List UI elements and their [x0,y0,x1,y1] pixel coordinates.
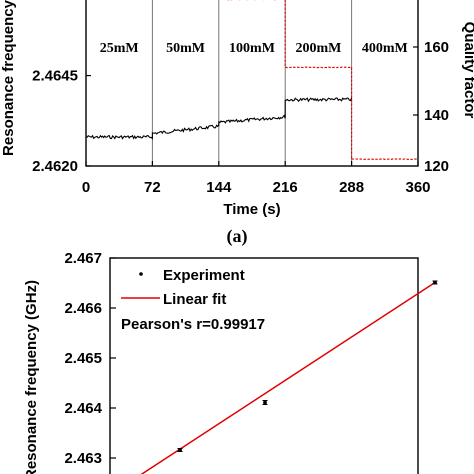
top-y-ticks: 2.4620 2.4645 [32,68,91,175]
linear-fit-line [140,281,436,474]
top-y-right-tick-label-1: 160 [424,39,449,56]
top-x-tick-label-0: 0 [82,179,90,196]
bottom-y-tick-label-4: 2.463 [64,450,102,467]
top-y-tick-label-0: 2.4620 [32,158,78,175]
experiment-point-3 [433,280,437,285]
segment-labels: 25mM 50mM 100mM 200mM 400mM [100,41,408,56]
top-series-1 [222,0,419,161]
segment-label-1: 50mM [166,41,205,56]
bottom-y-tick-label-2: 2.465 [64,350,102,367]
top-y-right-minor-label-0: 120 [424,158,449,175]
experiment-point-2 [263,400,267,405]
top-x-ticks: 0 72 144 216 288 360 [82,161,431,196]
experiment-point-1 [178,448,182,452]
legend-fit-label: Linear fit [163,291,226,308]
segment-label-2: 100mM [229,41,275,56]
top-x-tick-label-2: 144 [206,179,232,196]
top-y-right-tick-label-0: 140 [424,107,449,124]
segment-label-3: 200mM [295,41,341,56]
bottom-y-axis-label: Resonance frequency (GHz) [23,280,40,474]
top-x-tick-label-4: 288 [339,179,364,196]
chart-top: 25mM 50mM 100mM 200mM 400mM 0 72 144 216 288 360 … [0,0,474,247]
segment-dividers [151,0,353,166]
segment-label-0: 25mM [100,41,139,56]
experiment-points [177,280,438,452]
segment-label-4: 400mM [362,41,408,56]
top-x-tick-label-3: 216 [273,179,298,196]
top-caption: (a) [227,226,248,247]
pearson-annotation: Pearson's r=0.99917 [121,316,265,333]
bottom-plot-frame [109,257,419,474]
legend-experiment-marker [139,272,143,276]
top-y-tick-label-1: 2.4645 [32,68,78,85]
bottom-y-tick-label-1: 2.466 [64,300,102,317]
top-plot-frame [85,0,419,167]
top-x-tick-label-5: 360 [405,179,430,196]
bottom-y-tick-label-3: 2.464 [64,400,102,417]
legend-experiment-label: Experiment [163,267,245,284]
chart-bottom: 2.467 2.466 2.465 2.464 2.463 Experiment Lin… [23,250,438,474]
linear-fit-group [140,281,436,474]
top-y-ticks-right: 140 160 120 [413,39,449,175]
top-y-axis-label-right: Quality factor [461,22,474,119]
legend: Experiment Linear fit Pearson's r=0.9991… [121,267,265,333]
top-series-group [85,0,419,161]
top-series-0 [85,97,353,140]
top-x-axis-label: Time (s) [223,201,280,218]
bottom-y-ticks: 2.467 2.466 2.465 2.464 2.463 [64,250,116,467]
bottom-y-tick-label-0: 2.467 [64,250,102,267]
top-y-axis-label: Resonance frequency [0,0,17,156]
top-x-tick-label-1: 72 [144,179,161,196]
